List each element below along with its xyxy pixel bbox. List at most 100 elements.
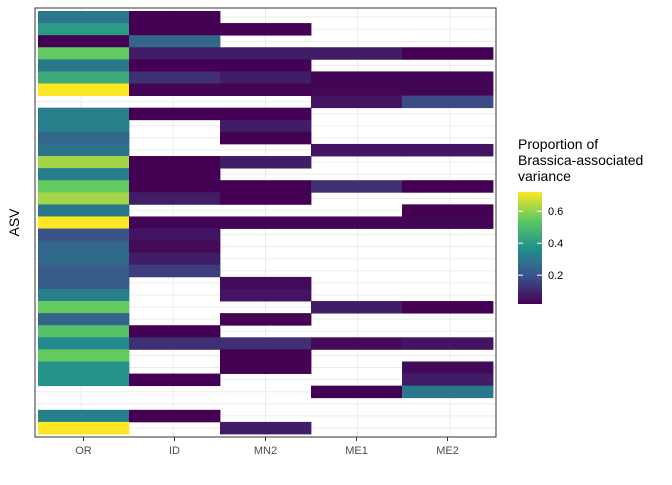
heatmap-cell xyxy=(220,47,312,60)
heatmap-cell xyxy=(38,143,130,157)
legend: Proportion of Brassica-associated varian… xyxy=(518,136,643,304)
heatmap-cell xyxy=(129,252,221,266)
heatmap-cell xyxy=(38,168,130,181)
heatmap-cell xyxy=(220,337,312,350)
heatmap-cell xyxy=(129,23,221,36)
heatmap-cell xyxy=(129,228,221,242)
heatmap-cell xyxy=(220,119,312,133)
heatmap-cell xyxy=(38,228,130,242)
heatmap-cell xyxy=(38,288,130,302)
heatmap-cells xyxy=(38,11,494,435)
heatmap-cell xyxy=(311,143,403,157)
heatmap-cell xyxy=(402,83,494,96)
heatmap-cell xyxy=(311,301,403,314)
heatmap-cell xyxy=(129,373,221,387)
heatmap-cell xyxy=(38,35,130,48)
heatmap-cell xyxy=(38,325,130,338)
heatmap-cell xyxy=(129,325,221,338)
x-tick-label: ME1 xyxy=(345,445,368,457)
heatmap-cell xyxy=(129,180,221,193)
heatmap-cell xyxy=(38,361,130,374)
heatmap-cell xyxy=(402,71,494,84)
heatmap-cell xyxy=(38,337,130,350)
heatmap-cell xyxy=(38,301,130,314)
heatmap-cell xyxy=(220,107,312,121)
heatmap-cell xyxy=(129,71,221,84)
legend-title-line: Brassica-associated xyxy=(518,152,643,168)
heatmap-cell xyxy=(129,240,221,254)
heatmap-cell xyxy=(38,373,130,387)
heatmap-cell xyxy=(38,131,130,145)
heatmap-cell xyxy=(38,276,130,290)
heatmap-cell xyxy=(38,71,130,84)
x-tick-label: ID xyxy=(169,445,180,457)
heatmap-cell xyxy=(220,421,312,435)
x-tick-label: ME2 xyxy=(436,445,459,457)
legend-title-line: variance xyxy=(518,168,571,184)
heatmap-cell xyxy=(38,59,130,72)
y-axis-label: ASV xyxy=(6,208,22,237)
heatmap-cell xyxy=(220,276,312,290)
legend-title-line: Proportion of xyxy=(518,136,598,152)
heatmap-cell xyxy=(220,23,312,36)
heatmap-cell xyxy=(220,180,312,193)
heatmap-cell xyxy=(220,192,312,205)
heatmap-cell xyxy=(220,361,312,374)
heatmap-cell xyxy=(402,143,494,157)
heatmap-cell xyxy=(129,35,221,48)
x-tick-label: MN2 xyxy=(254,445,277,457)
heatmap-cell xyxy=(129,107,221,121)
x-axis: OR ID MN2 ME1 ME2 xyxy=(75,437,459,457)
heatmap-cell xyxy=(220,288,312,302)
heatmap-cell xyxy=(129,59,221,72)
heatmap-cell xyxy=(311,385,403,399)
heatmap-cell xyxy=(38,23,130,36)
heatmap-cell xyxy=(38,107,130,121)
heatmap-cell xyxy=(38,252,130,266)
heatmap-cell xyxy=(129,83,221,96)
heatmap-cell xyxy=(129,337,221,350)
heatmap-cell xyxy=(402,373,494,387)
heatmap-cell xyxy=(402,337,494,350)
heatmap-cell xyxy=(38,409,130,423)
heatmap-cell xyxy=(402,216,494,229)
heatmap-cell xyxy=(129,264,221,278)
heatmap-cell xyxy=(38,47,130,60)
heatmap-cell xyxy=(38,216,130,229)
heatmap-cell xyxy=(402,301,494,314)
heatmap-cell xyxy=(129,11,221,24)
heatmap-cell xyxy=(129,216,221,229)
heatmap-cell xyxy=(38,204,130,217)
heatmap-cell xyxy=(402,47,494,60)
heatmap-cell xyxy=(402,385,494,399)
heatmap-cell xyxy=(38,156,130,169)
heatmap-cell xyxy=(220,131,312,145)
heatmap-cell xyxy=(129,192,221,205)
heatmap-cell xyxy=(311,71,403,84)
heatmap-cell xyxy=(402,95,494,109)
heatmap-cell xyxy=(38,313,130,326)
heatmap-cell xyxy=(311,180,403,193)
heatmap-cell xyxy=(38,264,130,278)
heatmap-cell xyxy=(220,83,312,96)
legend-tick-label: 0.6 xyxy=(548,206,563,218)
heatmap-cell xyxy=(38,421,130,435)
legend-tick-label: 0.2 xyxy=(548,270,563,282)
heatmap-cell xyxy=(38,83,130,96)
heatmap-cell xyxy=(311,337,403,350)
heatmap-cell xyxy=(129,409,221,423)
heatmap-cell xyxy=(38,180,130,193)
heatmap-cell xyxy=(220,313,312,326)
x-tick-label: OR xyxy=(75,445,92,457)
heatmap-cell xyxy=(311,47,403,60)
heatmap-cell xyxy=(402,180,494,193)
heatmap-cell xyxy=(311,95,403,109)
heatmap-cell xyxy=(220,216,312,229)
heatmap-cell xyxy=(38,119,130,133)
heatmap-cell xyxy=(220,156,312,169)
heatmap-cell xyxy=(311,83,403,96)
heatmap-cell xyxy=(129,156,221,169)
legend-tick-label: 0.4 xyxy=(548,238,563,250)
heatmap-cell xyxy=(38,11,130,24)
